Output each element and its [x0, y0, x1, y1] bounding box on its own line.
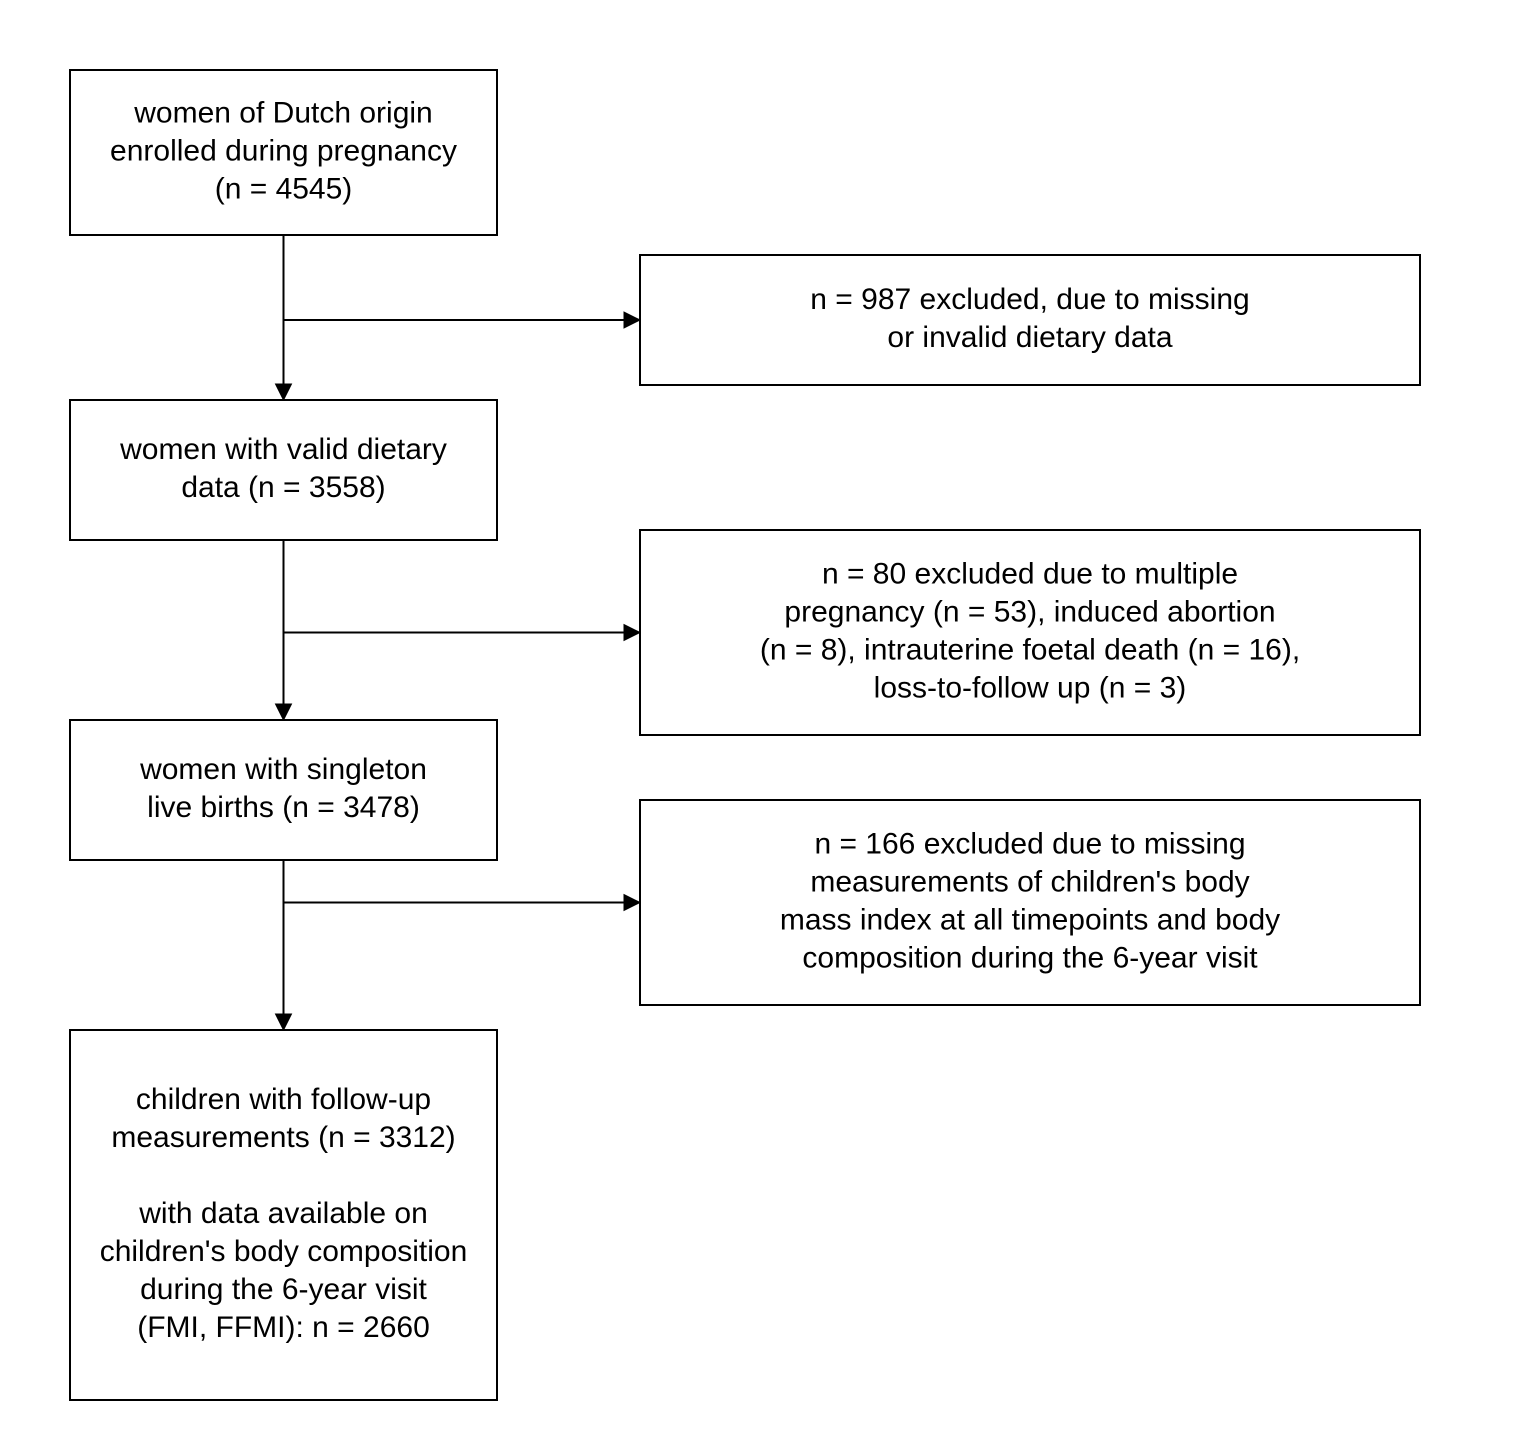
box-e3-text-line-2: mass index at all timepoints and body [780, 903, 1280, 936]
box-a-text-line-0: women of Dutch origin [133, 96, 432, 129]
box-d-text-line-1: measurements (n = 3312) [111, 1121, 455, 1154]
box-c-text-line-1: live births (n = 3478) [147, 791, 420, 824]
box-d-text-line-5: during the 6-year visit [140, 1273, 427, 1306]
box-e3-text-line-1: measurements of children's body [810, 865, 1249, 898]
box-e2-text-line-0: n = 80 excluded due to multiple [822, 557, 1238, 590]
box-e3-text-line-3: composition during the 6-year visit [802, 941, 1258, 974]
flowchart-svg: women of Dutch origin enrolled during pre… [0, 0, 1536, 1440]
box-e1-text-line-0: n = 987 excluded, due to missing [810, 283, 1249, 316]
box-e2-text-line-2: (n = 8), intrauterine foetal death (n = … [760, 633, 1300, 666]
box-d-text-line-6: (FMI, FFMI): n = 2660 [137, 1311, 430, 1344]
box-d-text-line-3: with data available on [138, 1197, 428, 1230]
box-a-text-line-1: enrolled during pregnancy [110, 134, 457, 167]
box-e2-text-line-3: loss-to-follow up (n = 3) [874, 671, 1187, 704]
flowchart-container: women of Dutch origin enrolled during pre… [0, 0, 1536, 1440]
box-d-text-line-4: children's body composition [100, 1235, 468, 1268]
box-b-text-line-1: data (n = 3558) [181, 471, 385, 504]
box-e2-text-line-1: pregnancy (n = 53), induced abortion [784, 595, 1275, 628]
box-d-text-line-0: children with follow-up [136, 1083, 431, 1116]
box-c-text-line-0: women with singleton [139, 753, 427, 786]
box-e1-text-line-1: or invalid dietary data [887, 321, 1172, 354]
box-b-text-line-0: women with valid dietary [119, 433, 447, 466]
box-a-text-line-2: (n = 4545) [215, 172, 353, 205]
box-e3-text-line-0: n = 166 excluded due to missing [814, 827, 1245, 860]
